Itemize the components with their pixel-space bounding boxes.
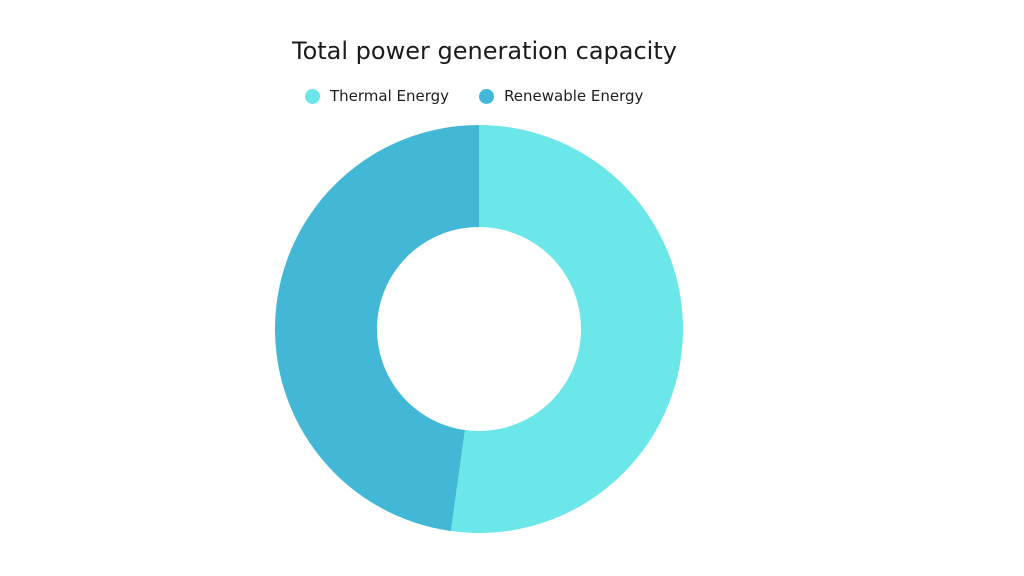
legend-label-renewable: Renewable Energy [504, 87, 644, 105]
legend-swatch-renewable [479, 88, 495, 104]
donut-slice-renewable-energy [274, 125, 479, 532]
legend-item-thermal: Thermal Energy [305, 86, 449, 106]
chart-legend: Thermal Energy Renewable Energy [305, 86, 643, 106]
legend-item-renewable: Renewable Energy [479, 86, 643, 106]
donut-slice-thermal-energy [450, 125, 683, 533]
chart-title: Total power generation capacity [292, 37, 677, 65]
legend-swatch-thermal [305, 88, 320, 104]
legend-label-thermal: Thermal Energy [330, 87, 450, 105]
